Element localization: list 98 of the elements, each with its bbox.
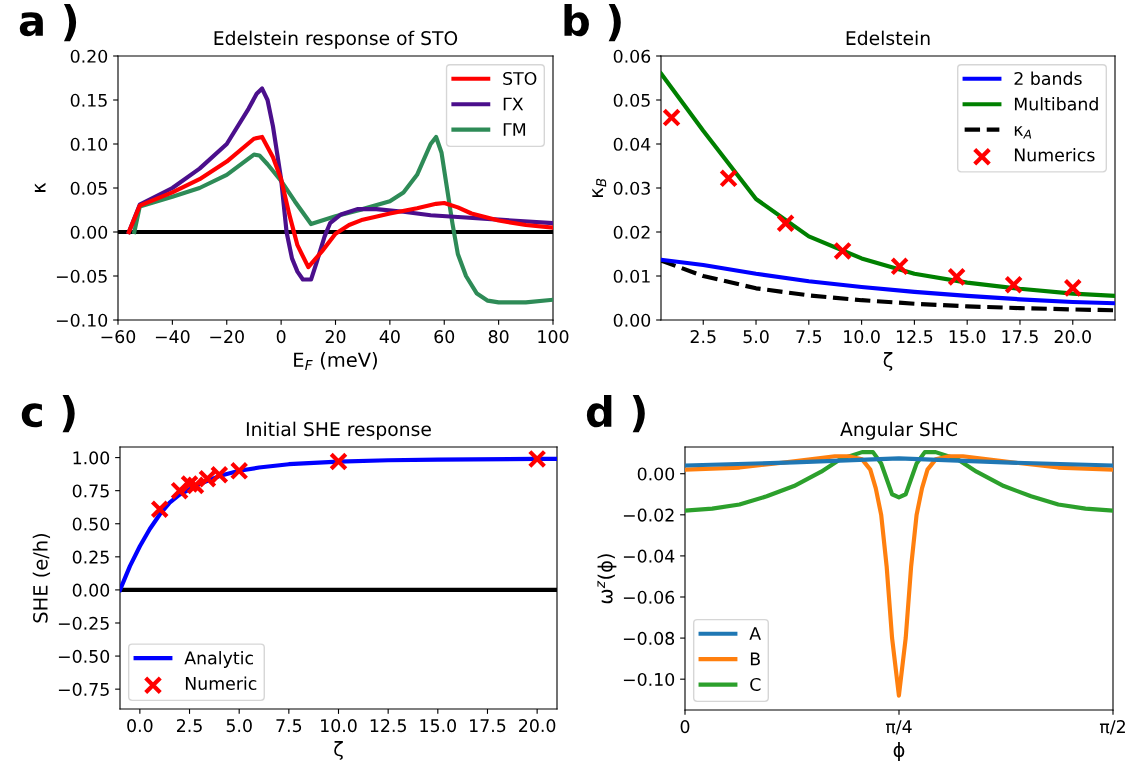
- x-tick-label: 80: [488, 330, 509, 344]
- point: [1063, 278, 1083, 298]
- x-tick-label: 20.0: [519, 719, 556, 733]
- legend-label: Analytic: [184, 651, 253, 668]
- legend-label: ΓX: [503, 97, 524, 111]
- x-tick-label: 7.5: [276, 719, 302, 733]
- text: a ): [19, 4, 77, 42]
- y-tick-label: −0.50: [58, 649, 110, 663]
- legend-label: A: [749, 627, 761, 640]
- x-tick-label: 2.5: [690, 330, 716, 344]
- y-tick-label: 0.00: [70, 225, 108, 239]
- y-tick-label: 0.50: [72, 517, 110, 531]
- point: [329, 452, 348, 471]
- chart-title: Angular SHC: [840, 421, 957, 440]
- y-tick-label: 0.00: [72, 583, 110, 597]
- y-tick-label: −0.04: [623, 549, 675, 563]
- x-axis-title: ζ: [883, 352, 893, 371]
- x-tick-label: 7.5: [796, 330, 822, 344]
- y-tick-label: 0.20: [70, 49, 108, 63]
- y-tick-label: 0.03: [613, 181, 650, 195]
- x-tick-label: 5.0: [226, 719, 252, 733]
- y-tick-label: −0.08: [623, 631, 675, 645]
- x-tick-label: 17.5: [470, 719, 506, 733]
- y-tick-label: 0.25: [72, 550, 109, 564]
- legend-label: Numeric: [185, 676, 257, 691]
- point: [947, 267, 966, 287]
- x-tick-label: −60: [101, 330, 136, 344]
- x-tick-label: 12.5: [896, 330, 933, 344]
- x-tick-label: 60: [434, 330, 455, 344]
- x-tick-label: π/4: [885, 720, 912, 735]
- y-axis-title: κ: [34, 182, 46, 192]
- x-tick-label: 20: [325, 330, 346, 344]
- legend-label: Numerics: [1014, 148, 1095, 162]
- legend-label: C: [750, 677, 761, 692]
- chart-title: Edelstein response of STO: [214, 30, 458, 49]
- text: c ): [21, 395, 75, 433]
- y-axis-title: SHE (e/h): [32, 533, 51, 623]
- x-tick-label: 10.0: [321, 719, 357, 733]
- x-axis-title: E$_{F}$ (meV): [294, 352, 377, 371]
- y-tick-label: 0.10: [70, 137, 108, 151]
- point: [833, 241, 852, 261]
- point: [229, 461, 249, 481]
- y-tick-label: −0.05: [56, 269, 107, 283]
- point: [719, 168, 738, 188]
- line-series: [126, 134, 553, 270]
- y-tick-label: −0.75: [58, 682, 109, 696]
- y-tick-label: 0.01: [613, 269, 650, 283]
- x-tick-label: 20.0: [1054, 330, 1091, 344]
- point: [662, 108, 681, 127]
- x-tick-label: 15.0: [949, 330, 986, 344]
- y-tick-label: 0.05: [70, 181, 107, 195]
- y-tick-label: 0.15: [70, 93, 107, 107]
- x-axis-title: ϕ: [893, 742, 905, 761]
- y-tick-label: 0.00: [637, 467, 675, 481]
- x-tick-label: 2.5: [176, 719, 202, 733]
- y-tick-label: 0.00: [613, 313, 651, 327]
- y-tick-label: −0.10: [56, 313, 108, 327]
- x-tick-label: 0: [680, 720, 690, 734]
- legend-label: B: [750, 652, 760, 666]
- point: [150, 499, 170, 519]
- text: b ): [564, 4, 621, 42]
- x-tick-label: 100: [538, 330, 569, 344]
- x-tick-label: 17.5: [1002, 330, 1038, 344]
- x-axis-title: ζ: [334, 741, 343, 760]
- y-axis-title: κ$_{B}$: [592, 178, 607, 197]
- legend-label: κ$_{A}$: [1014, 126, 1032, 139]
- x-tick-label: −40: [155, 330, 190, 344]
- point: [890, 256, 909, 276]
- x-tick-label: 10.0: [844, 330, 880, 344]
- y-tick-label: −0.10: [623, 672, 675, 687]
- x-tick-label: −20: [210, 330, 244, 344]
- x-tick-label: 0: [276, 330, 286, 344]
- legend-label: STO: [503, 71, 537, 86]
- legend-label: Multiband: [1014, 97, 1098, 111]
- legend-label: 2 bands: [1014, 71, 1082, 86]
- x-tick-label: 5.0: [743, 330, 769, 344]
- y-tick-label: −0.06: [623, 590, 675, 604]
- chart-title: Edelstein: [846, 30, 930, 46]
- y-tick-label: −0.02: [623, 508, 674, 522]
- x-tick-label: π/2: [1099, 720, 1125, 735]
- x-tick-label: 12.5: [370, 719, 406, 733]
- y-tick-label: 0.75: [72, 484, 109, 498]
- y-tick-label: 1.00: [73, 451, 110, 465]
- y-axis-title: ω$^{z}$(ϕ): [597, 554, 617, 604]
- y-tick-label: −0.25: [58, 616, 109, 630]
- x-tick-label: 0.0: [127, 719, 153, 733]
- point: [776, 213, 795, 233]
- y-tick-label: 0.06: [613, 49, 651, 63]
- text: d ): [586, 395, 645, 433]
- x-tick-label: 15.0: [420, 719, 456, 733]
- y-tick-label: 0.04: [613, 137, 651, 151]
- point: [527, 449, 547, 469]
- chart-title: Initial SHE response: [246, 421, 431, 440]
- x-tick-label: 40: [379, 330, 400, 344]
- point: [1004, 275, 1024, 295]
- legend-label: ΓM: [503, 123, 526, 136]
- y-tick-label: 0.02: [613, 225, 650, 239]
- y-tick-label: 0.05: [613, 93, 650, 107]
